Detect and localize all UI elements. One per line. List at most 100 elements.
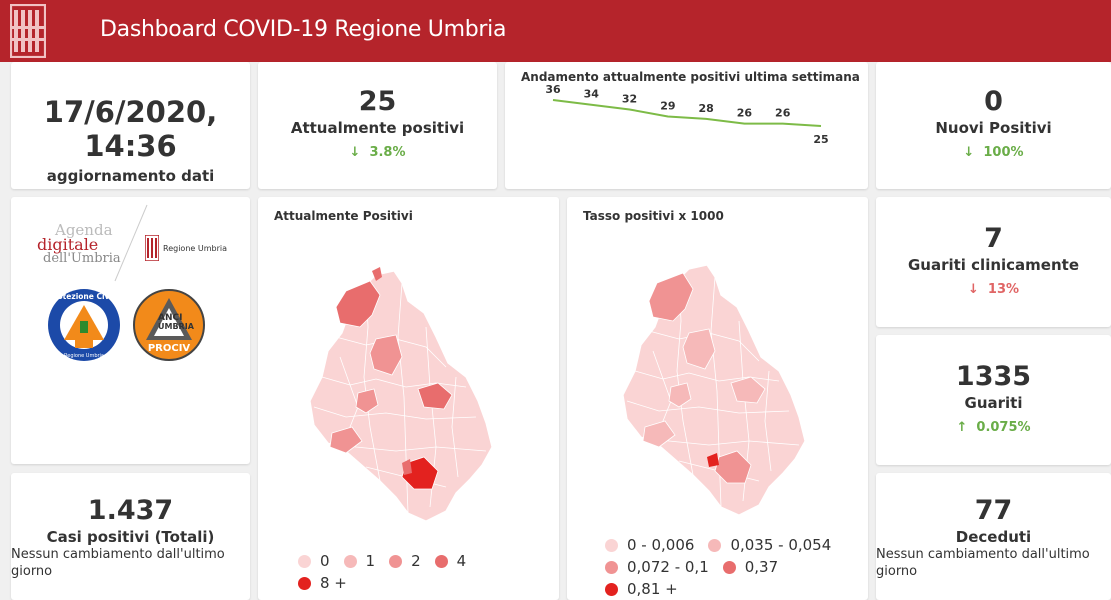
legend-label: 0,072 - 0,1 [627, 558, 709, 576]
update-datetime: 17/6/2020, 14:36 [43, 95, 218, 163]
trend-line [552, 99, 822, 127]
district-terni [401, 456, 439, 490]
agenda-digitale-logo: Agenda digitale dell'Umbria [25, 221, 135, 281]
protezione-sub-text: Regione Umbria [64, 353, 104, 359]
trend-point-label: 36 [545, 83, 561, 96]
current-positive-card: 25 Attualmente positivi ↓ 3.8% [258, 62, 497, 189]
anci-text: ANCI [158, 313, 182, 323]
new-positive-delta-value: 100% [983, 145, 1024, 160]
district-citta-di-castello [648, 272, 694, 322]
legend-label: 1 [365, 552, 376, 570]
legend-label: 0,81 + [627, 580, 678, 598]
regione-umbria-logo: Regione Umbria [145, 235, 227, 261]
legend-label: 0,035 - 0,054 [730, 536, 832, 554]
legend-item: 0,035 - 0,054 [708, 534, 831, 556]
district-north-tip [372, 267, 382, 281]
map-rate-title: Tasso positivi x 1000 [583, 209, 724, 223]
arrow-down-icon: ↓ [963, 145, 975, 160]
new-positive-delta: ↓ 100% [876, 145, 1111, 160]
new-positive-value: 0 [984, 86, 1003, 117]
trend-point-label: 26 [775, 107, 791, 120]
map-positive-legend: 0 1 2 4 8 + [298, 550, 538, 594]
agenda-line2: digitale [37, 235, 99, 254]
district-terni-left [402, 459, 412, 475]
legend-label: 4 [456, 552, 467, 570]
legend-item: 0,81 + [605, 578, 678, 600]
healed-clinical-card: 7 Guariti clinicamente ↓ 13% [876, 197, 1111, 327]
arrow-down-icon: ↓ [967, 282, 979, 297]
total-cases-note: Nessun cambiamento dall'ultimo giorno [11, 547, 225, 579]
deaths-value: 77 [974, 495, 1013, 526]
legend-item: 0 [298, 550, 330, 572]
legend-item: 2 [389, 550, 421, 572]
deaths-note: Nessun cambiamento dall'ultimo giorno [876, 547, 1090, 579]
trend-point-label: 29 [660, 100, 675, 113]
district-citta-di-castello [335, 280, 381, 328]
top-bar: Dashboard COVID-19 Regione Umbria [0, 0, 1111, 62]
legend-swatch [605, 582, 618, 596]
district-perugia-area [355, 388, 379, 414]
anci-umbria-text: UMBRIA [158, 322, 195, 331]
deaths-card: 77 Deceduti Nessun cambiamento dall'ulti… [876, 473, 1111, 600]
current-positive-value: 25 [358, 86, 397, 117]
legend-swatch [434, 554, 448, 568]
legend-label: 8 + [320, 574, 347, 592]
trend-point-label: 25 [813, 133, 828, 146]
healed-card: 1335 Guariti ↑ 0.075% [876, 335, 1111, 465]
arrow-down-icon: ↓ [349, 145, 361, 160]
app-title: Dashboard COVID-19 Regione Umbria [100, 17, 507, 42]
healed-delta-value: 0.075% [976, 420, 1031, 435]
prociv-text: PROCIV [148, 343, 191, 354]
current-positive-delta-value: 3.8% [369, 145, 406, 160]
legend-item: 8 + [298, 572, 347, 594]
new-positive-label: Nuovi Positivi [935, 119, 1052, 137]
map-positive-title: Attualmente Positivi [274, 209, 413, 223]
healed-delta: ↑ 0.075% [876, 420, 1111, 435]
total-cases-value: 1.437 [87, 495, 174, 526]
legend-swatch [708, 538, 722, 552]
umbria-columns-logo-icon [10, 4, 46, 58]
district-terni [714, 450, 752, 484]
legend-item: 4 [434, 550, 467, 572]
legend-label: 0,37 [744, 558, 779, 576]
deaths-label: Deceduti [955, 528, 1032, 546]
divider-line [114, 204, 148, 282]
district-red-spot [707, 453, 719, 467]
map-rate-card: Tasso positivi x 1000 0 - 0,006 0,035 - 0… [567, 197, 868, 600]
healed-clinical-label: Guariti clinicamente [907, 256, 1080, 274]
legend-swatch [605, 538, 618, 552]
legend-item: 0,072 - 0,1 [605, 556, 709, 578]
district-foligno [730, 376, 766, 404]
district-orvieto [329, 426, 363, 454]
map-rate-legend: 0 - 0,006 0,035 - 0,054 0,072 - 0,1 0,37 0,8… [605, 534, 865, 600]
legend-swatch [343, 554, 357, 568]
protezione-civile-logo: Protezione Civile Regione Umbria [48, 289, 120, 361]
legend-swatch [389, 554, 403, 568]
trend-sparkline: 36 34 32 29 28 26 26 25 [545, 83, 828, 146]
trend-point-label: 26 [737, 107, 753, 120]
district-gubbio [369, 334, 403, 376]
district-perugia-area [668, 382, 692, 408]
current-positive-label: Attualmente positivi [290, 119, 465, 137]
arrow-up-icon: ↑ [956, 420, 968, 435]
umbria-map-positive[interactable] [306, 267, 516, 527]
logos-card: Agenda digitale dell'Umbria Regione Umbr… [11, 197, 250, 464]
healed-clinical-delta-value: 13% [987, 282, 1020, 297]
district-gubbio [682, 328, 716, 370]
legend-item: 0 - 0,006 [605, 534, 694, 556]
legend-item: 1 [343, 550, 376, 572]
healed-value: 1335 [955, 361, 1032, 392]
agenda-line3: dell'Umbria [43, 251, 121, 266]
total-cases-card: 1.437 Casi positivi (Totali) Nessun camb… [11, 473, 250, 600]
umbria-map-rate[interactable] [619, 261, 829, 521]
regione-umbria-text: Regione Umbria [163, 243, 227, 253]
legend-label: 0 [320, 552, 330, 570]
legend-label: 2 [411, 552, 421, 570]
healed-label: Guariti [964, 394, 1023, 412]
total-cases-label: Casi positivi (Totali) [46, 528, 215, 546]
legend-swatch [298, 576, 311, 590]
map-positive-card: Attualmente Positivi 0 1 2 4 8 + [258, 197, 559, 600]
protezione-text: Protezione Civile [48, 292, 119, 301]
healed-clinical-value: 7 [984, 223, 1003, 254]
trend-point-label: 32 [622, 92, 637, 105]
